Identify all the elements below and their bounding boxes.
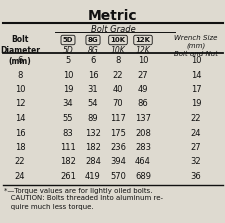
Text: 12: 12: [15, 99, 25, 109]
Text: Metric: Metric: [88, 9, 137, 23]
Text: 24: 24: [190, 128, 200, 138]
Text: Wrench Size
(mm)
Bolt and Nut: Wrench Size (mm) Bolt and Nut: [173, 35, 217, 56]
Text: 8: 8: [115, 56, 120, 65]
Text: 175: 175: [110, 128, 125, 138]
Text: 10: 10: [63, 70, 73, 80]
Text: Bolt
Diameter
(mm): Bolt Diameter (mm): [0, 35, 40, 66]
Text: 16: 16: [87, 70, 98, 80]
Text: 419: 419: [85, 172, 100, 181]
Text: 19: 19: [63, 85, 73, 94]
Text: Bolt Grade: Bolt Grade: [90, 25, 135, 34]
Text: 22: 22: [15, 157, 25, 167]
Text: 10K: 10K: [110, 37, 125, 43]
Text: 31: 31: [87, 85, 98, 94]
Text: 10: 10: [190, 56, 200, 65]
Text: 182: 182: [60, 157, 76, 167]
Text: 5: 5: [65, 56, 70, 65]
Text: 27: 27: [190, 143, 200, 152]
Text: 10: 10: [137, 56, 148, 65]
Text: 6: 6: [17, 56, 22, 65]
Text: 14: 14: [190, 70, 200, 80]
Text: 6: 6: [90, 56, 95, 65]
Text: 132: 132: [85, 128, 101, 138]
Text: 236: 236: [110, 143, 126, 152]
Text: 8: 8: [17, 70, 22, 80]
Text: 40: 40: [112, 85, 123, 94]
Text: 117: 117: [110, 114, 125, 123]
Text: 16: 16: [15, 128, 25, 138]
Text: 5D: 5D: [62, 46, 73, 55]
Text: 55: 55: [63, 114, 73, 123]
Text: 394: 394: [110, 157, 125, 167]
Text: 70: 70: [112, 99, 123, 109]
Text: 86: 86: [137, 99, 148, 109]
Text: 54: 54: [87, 99, 98, 109]
Text: 22: 22: [112, 70, 123, 80]
Text: CAUTION: Bolts threaded Into aluminum re-: CAUTION: Bolts threaded Into aluminum re…: [4, 196, 162, 202]
Text: 10: 10: [15, 85, 25, 94]
Text: 12K: 12K: [135, 37, 150, 43]
Text: 89: 89: [87, 114, 98, 123]
Text: 10K: 10K: [110, 46, 125, 55]
Text: 283: 283: [134, 143, 150, 152]
Text: 689: 689: [134, 172, 150, 181]
Text: 8G: 8G: [87, 46, 98, 55]
Text: 8G: 8G: [87, 37, 98, 43]
Text: 83: 83: [62, 128, 73, 138]
Text: 570: 570: [110, 172, 125, 181]
Text: 36: 36: [190, 172, 200, 181]
Text: 261: 261: [60, 172, 76, 181]
Text: 5D: 5D: [63, 37, 73, 43]
Text: 49: 49: [137, 85, 148, 94]
Text: 19: 19: [190, 99, 200, 109]
Text: 22: 22: [190, 114, 200, 123]
Text: 27: 27: [137, 70, 148, 80]
Text: 464: 464: [135, 157, 150, 167]
Text: 12K: 12K: [135, 46, 150, 55]
Text: 18: 18: [15, 143, 25, 152]
Text: 32: 32: [190, 157, 200, 167]
Text: 17: 17: [190, 85, 200, 94]
Text: 182: 182: [85, 143, 101, 152]
Text: 14: 14: [15, 114, 25, 123]
Text: 24: 24: [15, 172, 25, 181]
Text: 208: 208: [135, 128, 150, 138]
Text: quire much less torque.: quire much less torque.: [4, 204, 93, 209]
Text: *—Torque values are for lightly oiled bolts.: *—Torque values are for lightly oiled bo…: [4, 188, 152, 194]
Text: 137: 137: [134, 114, 150, 123]
Text: 284: 284: [85, 157, 101, 167]
Text: 34: 34: [62, 99, 73, 109]
Text: 111: 111: [60, 143, 76, 152]
